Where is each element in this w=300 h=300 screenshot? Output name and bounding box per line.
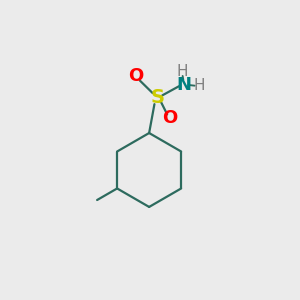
Text: O: O xyxy=(162,110,178,128)
Text: H: H xyxy=(177,64,188,79)
Text: N: N xyxy=(176,76,191,94)
Text: S: S xyxy=(150,88,164,107)
Text: O: O xyxy=(128,68,143,85)
Text: H: H xyxy=(193,78,205,93)
